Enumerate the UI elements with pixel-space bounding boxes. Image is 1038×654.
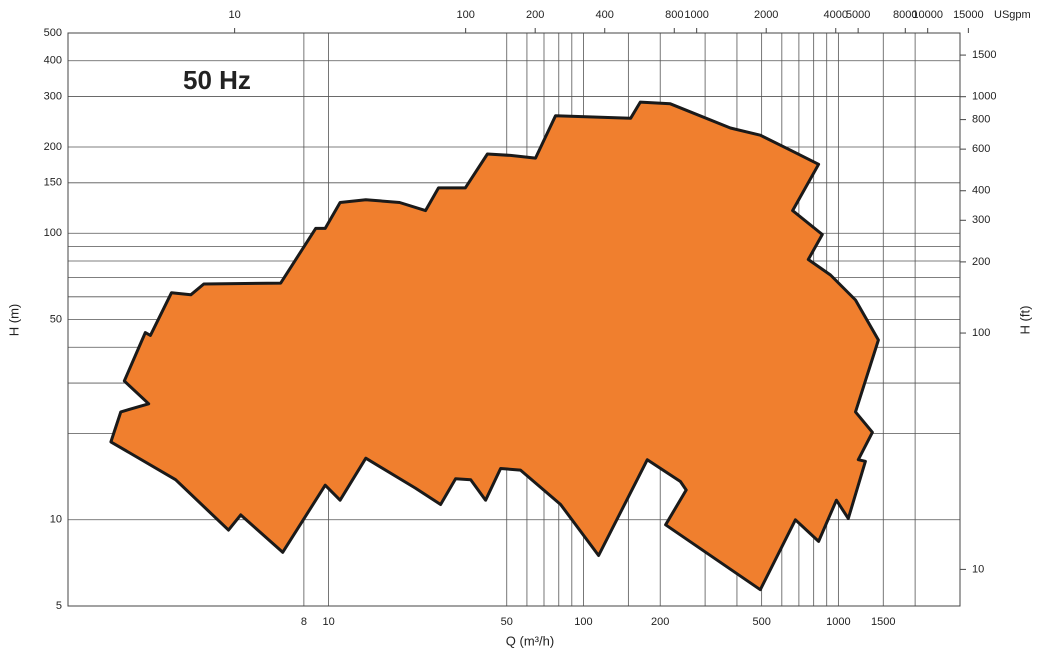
- x-tick-label: 50: [501, 616, 513, 628]
- y-tick-label: 10: [50, 514, 62, 526]
- y2-axis-title: H (ft): [1017, 306, 1032, 335]
- x-tick-label: 1500: [871, 616, 895, 628]
- x-tick-label: 100: [574, 616, 592, 628]
- x-tick-label: 10: [322, 616, 334, 628]
- x-tick-label: 200: [651, 616, 669, 628]
- y-tick-label: 300: [44, 90, 62, 102]
- area: [109, 100, 880, 592]
- x2-tick-label: 400: [596, 9, 614, 21]
- x-tick-label: 1000: [826, 616, 850, 628]
- x2-tick-label: 200: [526, 9, 544, 21]
- y2-tick-label: 300: [972, 214, 990, 226]
- y-tick-label: 500: [44, 27, 62, 39]
- x-tick-label: 8: [301, 616, 307, 628]
- x2-tick-label: 100: [456, 9, 474, 21]
- x2-tick-label: 1000: [684, 9, 708, 21]
- x-axis-title: Q (m³/h): [506, 633, 554, 648]
- x2-tick-label: 4000: [824, 9, 848, 21]
- y-axis-title: H (m): [6, 304, 21, 337]
- x2-axis-title: USgpm: [994, 9, 1031, 21]
- y-tick-label: 150: [44, 177, 62, 189]
- x2-tick-label: 800: [665, 9, 683, 21]
- y-tick-label: 400: [44, 55, 62, 67]
- annotation: 50 Hz: [183, 65, 251, 95]
- y-tick-label: 200: [44, 141, 62, 153]
- x2-tick-label: 2000: [754, 9, 778, 21]
- y2-tick-label: 1500: [972, 49, 996, 61]
- y2-tick-label: 100: [972, 327, 990, 339]
- y2-tick-label: 10: [972, 563, 984, 575]
- x2-tick-label: 10000: [912, 9, 943, 21]
- y2-tick-label: 800: [972, 114, 990, 126]
- y-tick-label: 100: [44, 227, 62, 239]
- y-tick-label: 50: [50, 313, 62, 325]
- plot-frame: [67, 32, 961, 607]
- y2-tick-label: 600: [972, 143, 990, 155]
- x-tick-label: 500: [752, 616, 770, 628]
- x2-tick-label: 10: [228, 9, 240, 21]
- x2-tick-label: 8000: [893, 9, 917, 21]
- y-tick-label: 5: [56, 600, 62, 612]
- y2-tick-label: 1000: [972, 91, 996, 103]
- x2-tick-label: 5000: [846, 9, 870, 21]
- y2-tick-label: 400: [972, 185, 990, 197]
- x2-tick-label: 15000: [953, 9, 984, 21]
- y2-tick-label: 200: [972, 256, 990, 268]
